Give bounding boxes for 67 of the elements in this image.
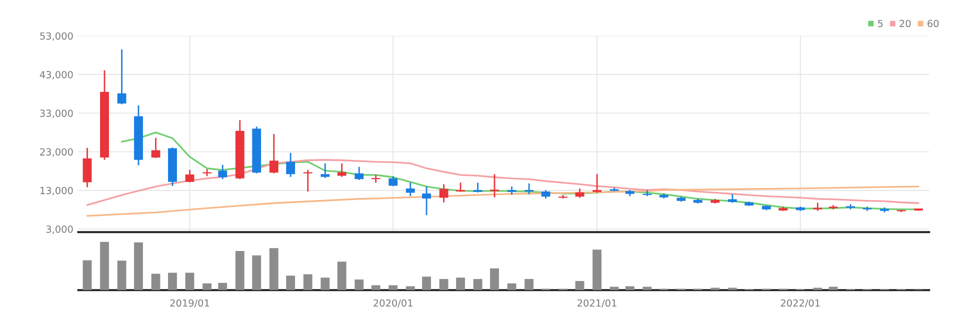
bar xyxy=(592,250,602,290)
candlestick xyxy=(286,152,296,178)
bar xyxy=(168,272,177,290)
bar xyxy=(235,251,244,290)
x-tick-label: 2019/01 xyxy=(170,299,210,308)
legend-label: 60 xyxy=(928,20,939,28)
bar xyxy=(371,285,380,290)
x-tick-label: 2020/01 xyxy=(374,299,412,308)
bar xyxy=(813,288,822,290)
y-tick-label: 43,000 xyxy=(40,70,73,80)
y-tick-label: 53,000 xyxy=(40,32,73,41)
candlestick xyxy=(185,169,194,183)
y-tick-label: 33,000 xyxy=(40,110,73,118)
bar xyxy=(337,262,346,290)
bar xyxy=(354,280,364,290)
bar xyxy=(100,242,109,290)
bar xyxy=(151,274,160,290)
bar xyxy=(473,279,482,290)
candlestick xyxy=(337,162,346,178)
bar xyxy=(575,280,584,290)
bar xyxy=(710,288,720,290)
legend-label: 20 xyxy=(900,20,911,28)
bar xyxy=(524,279,534,290)
candlestick xyxy=(354,166,364,181)
bar xyxy=(202,283,212,290)
bar xyxy=(728,288,737,290)
candlestick xyxy=(406,182,415,197)
bar xyxy=(625,286,634,290)
bar xyxy=(269,248,278,290)
y-tick-label: 13,000 xyxy=(40,186,73,196)
bar xyxy=(507,283,516,290)
candlestick xyxy=(82,147,92,188)
candlestick xyxy=(456,182,465,193)
bar xyxy=(252,255,262,290)
y-tick-label: 23,000 xyxy=(40,148,73,157)
legend-label: 5 xyxy=(878,20,883,28)
candlestick xyxy=(303,169,312,192)
candlestick xyxy=(320,162,330,179)
bar xyxy=(422,276,431,290)
y-tick-label: 3,000 xyxy=(46,226,73,234)
candlestick xyxy=(592,173,602,194)
bar xyxy=(490,268,499,290)
bar xyxy=(406,286,415,290)
bar xyxy=(388,285,398,290)
bar xyxy=(134,242,143,290)
candlestick xyxy=(422,186,431,216)
candlestick xyxy=(490,173,499,198)
candlestick xyxy=(524,182,534,195)
line-series xyxy=(86,159,920,206)
bar xyxy=(456,278,465,290)
bar xyxy=(185,272,194,290)
line-series xyxy=(86,186,920,217)
candlestick xyxy=(151,137,160,159)
bar xyxy=(218,282,228,290)
bar xyxy=(320,278,330,290)
bar xyxy=(303,274,312,290)
candlestick xyxy=(218,164,228,180)
candlestick xyxy=(117,48,126,105)
bar xyxy=(82,260,92,290)
x-tick-label: 2022/01 xyxy=(780,299,820,308)
bar xyxy=(439,279,448,290)
candlestick xyxy=(269,133,278,174)
candlestick xyxy=(439,184,448,204)
bar xyxy=(286,276,296,290)
bar xyxy=(117,260,126,290)
x-tick-label: 2021/01 xyxy=(578,299,616,308)
candlestick xyxy=(473,182,482,194)
